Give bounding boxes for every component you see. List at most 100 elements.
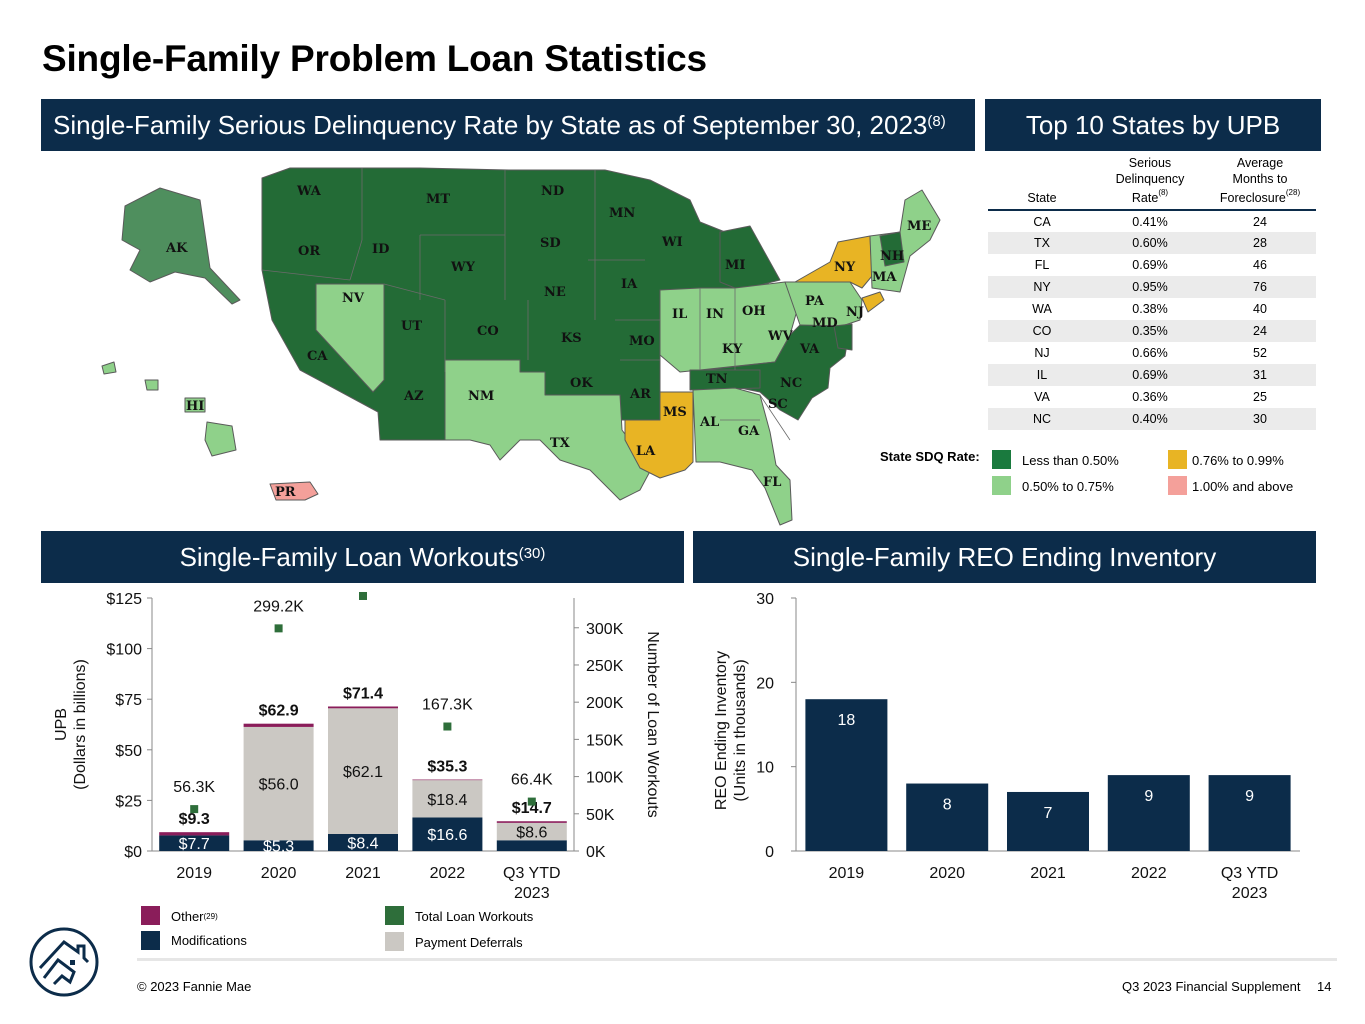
x-tick-label: 2022	[430, 865, 466, 882]
bar-label-modifications: $7.7	[179, 836, 210, 853]
y-tick-label: $0	[124, 844, 142, 861]
page-title: Single-Family Problem Loan Statistics	[42, 38, 707, 79]
top10-section-title: Top 10 States by UPB	[985, 99, 1321, 151]
state-label-mi: MI	[725, 258, 745, 273]
bar-label-modifications: $8.4	[347, 835, 378, 852]
y-tick-label: $50	[115, 743, 142, 760]
state-label-ak: AK	[165, 241, 188, 256]
total-workouts-marker	[443, 722, 452, 731]
state-label-ga: GA	[738, 424, 760, 439]
workouts-section-title: Single-Family Loan Workouts (30)	[41, 531, 684, 583]
table-row: NJ 0.66% 52	[1034, 346, 1267, 361]
map-title-text: Single-Family Serious Delinquency Rate b…	[53, 109, 928, 140]
map-pr	[269, 481, 319, 501]
state-label-nm: NM	[468, 389, 494, 404]
bar-modifications	[496, 840, 567, 851]
y-tick-label: $100	[106, 642, 142, 659]
state-label-ny: NY	[834, 260, 856, 275]
y-tick-label: $25	[115, 793, 142, 810]
x-tick-label: 2021	[345, 865, 381, 882]
legend-swatch-top	[1168, 476, 1187, 495]
map-nv	[315, 283, 385, 393]
map-legend-title: State SDQ Rate:	[880, 449, 980, 464]
state-label-la: LA	[636, 444, 656, 459]
legend-swatch-mid	[992, 476, 1011, 495]
table-row: IL 0.69% 31	[988, 364, 1316, 387]
bar-total-label: $71.4	[343, 685, 383, 702]
state-label-wv: WV	[767, 329, 794, 344]
state-label-mo: MO	[629, 334, 655, 349]
state-label-group: WA MT ND MN ME OR ID SD WI NH NY MA WY M…	[165, 184, 931, 500]
state-label-hi: HI	[186, 399, 204, 414]
map-ak	[121, 187, 241, 305]
table-row: FL 0.69% 46	[1034, 258, 1267, 273]
x-tick-label: 2020	[261, 865, 297, 882]
state-label-va: VA	[799, 342, 820, 357]
table-row: WA 0.38% 40	[1032, 302, 1267, 317]
map-nj	[861, 291, 885, 313]
col-header-sdq-rate: Serious Delinquency Rate(8)	[1096, 154, 1204, 212]
x-tick-label: 2022	[1131, 865, 1167, 882]
y2-axis-title: Number of Loan Workouts	[644, 631, 661, 817]
top10-header-row: State Serious Delinquency Rate(8) Averag…	[988, 154, 1316, 212]
state-label-az: AZ	[403, 389, 424, 404]
state-label-ok: OK	[570, 376, 593, 391]
reo-chart: 0 10 20 30 REO Ending Inventory (Units in tho…	[713, 591, 1300, 902]
x-tick-label: Q3 YTD 2023	[1221, 865, 1279, 902]
legend-label-payment-deferrals: Payment Deferrals	[415, 935, 523, 950]
x-tick-label: Q3 YTD 2023	[503, 865, 561, 902]
bar-modifications	[159, 835, 230, 851]
y2-tick-label: 250K	[586, 658, 624, 675]
legend-label-other: Other(29)	[171, 909, 218, 924]
y-tick-label: 30	[756, 591, 774, 608]
state-label-il: IL	[672, 307, 687, 322]
state-label-in: IN	[706, 307, 724, 322]
bar-label-payment-deferrals: $8.6	[516, 825, 547, 842]
total-workouts-label: 167.3K	[422, 697, 473, 714]
workouts-title-text: Single-Family Loan Workouts	[179, 541, 519, 572]
top10-table: State Serious Delinquency Rate(8) Averag…	[988, 154, 1316, 431]
state-label-wa: WA	[296, 184, 322, 199]
bar-label-modifications: $16.6	[427, 827, 467, 844]
reo-bar	[1007, 791, 1089, 851]
legend-swatch-high	[1168, 450, 1187, 469]
table-row: CA 0.41% 24	[1033, 214, 1267, 229]
y2-tick-label: 0K	[586, 844, 606, 861]
legend-swatch-low	[992, 450, 1011, 469]
legend-swatch-total-workouts	[385, 906, 404, 925]
reo-bar-label: 9	[1245, 788, 1254, 805]
state-label-me: ME	[907, 219, 931, 234]
bar-payment-deferrals	[412, 780, 483, 818]
state-label-ks: KS	[561, 331, 582, 346]
state-label-pa: PA	[805, 294, 825, 309]
x-tick-label: 2019	[829, 865, 865, 882]
reo-title-text: Single-Family REO Ending Inventory	[792, 541, 1217, 572]
state-label-nh: NH	[880, 249, 904, 264]
legend-swatch-payment-deferrals	[385, 932, 404, 951]
state-borders	[261, 168, 791, 441]
table-row: CO 0.35% 24	[988, 320, 1316, 343]
legend-label-modifications: Modifications	[171, 933, 247, 948]
x-tick-label: 2020	[929, 865, 965, 882]
state-label-nc: NC	[780, 376, 802, 391]
bar-modifications	[328, 833, 398, 851]
state-label-ms: MS	[663, 405, 687, 420]
state-label-mt: MT	[426, 192, 450, 207]
workouts-chart: $0 $25 $50 $75 $100 $125 0K 50K 100K 150K 200K 250K…	[53, 591, 661, 902]
legend-label-total-workouts: Total Loan Workouts	[415, 909, 534, 924]
x-tick-label: 2021	[1030, 865, 1066, 882]
y-tick-label: 10	[756, 760, 774, 777]
total-workouts-label: 56.3K	[173, 779, 215, 796]
state-label-sd: SD	[540, 236, 561, 251]
state-label-oh: OH	[742, 304, 766, 319]
footer-copyright: © 2023 Fannie Mae	[137, 979, 252, 994]
bar-label-payment-deferrals: $56.0	[259, 777, 299, 794]
reo-section-title: Single-Family REO Ending Inventory	[693, 531, 1316, 583]
table-row: VA 0.36% 25	[1034, 390, 1267, 405]
state-label-pr: PR	[275, 485, 296, 500]
col-header-state: State	[988, 154, 1096, 212]
state-label-ky: KY	[722, 342, 743, 357]
reo-bar-label: 7	[1044, 805, 1053, 822]
total-workouts-marker	[274, 624, 283, 633]
y2-tick-label: 200K	[586, 695, 624, 712]
